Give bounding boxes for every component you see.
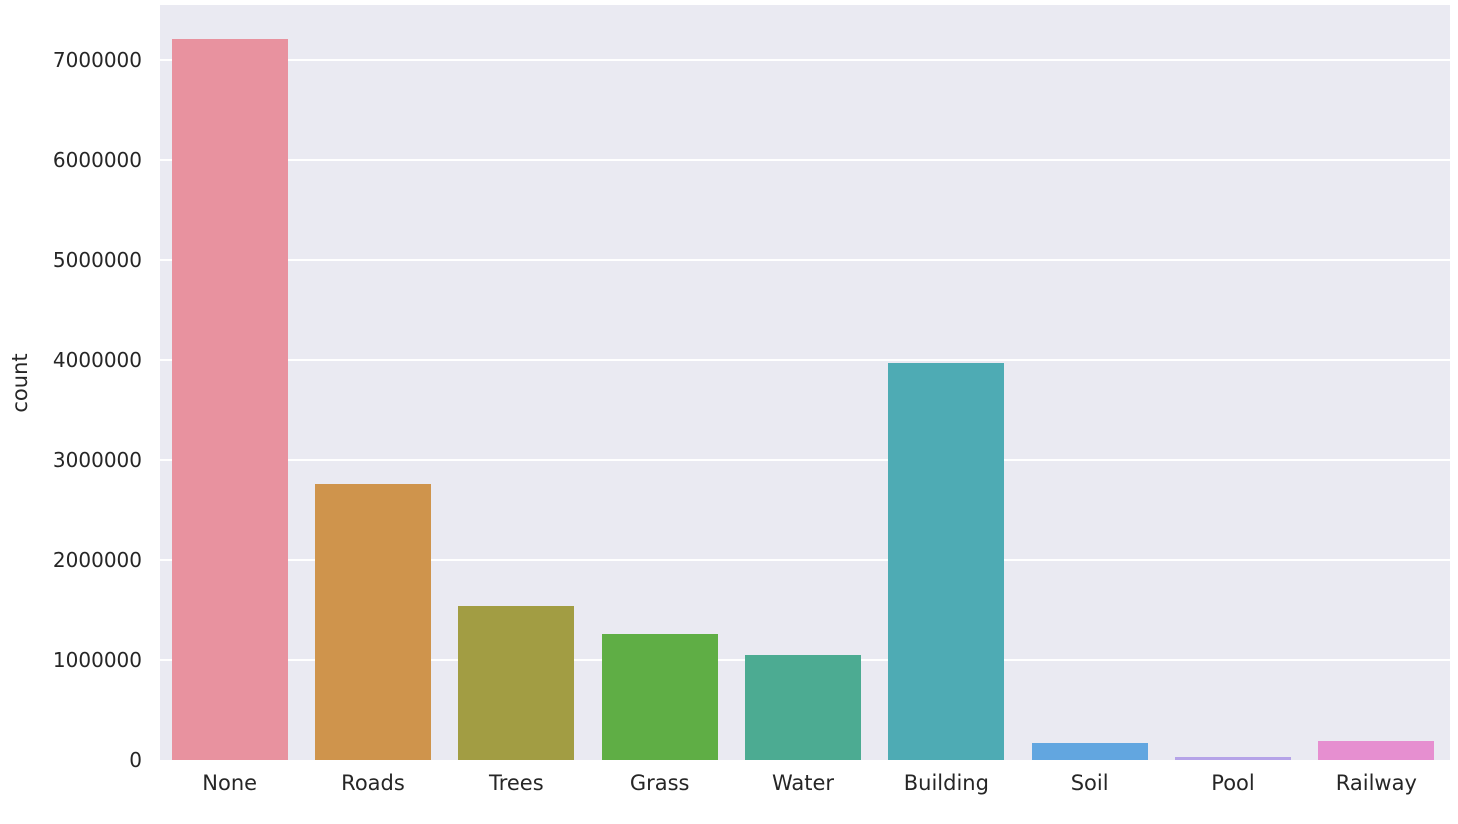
x-tick-label: Grass: [629, 771, 690, 795]
bar-railway: [1318, 741, 1435, 760]
x-tick-label: Pool: [1211, 771, 1255, 795]
x-tick-label: Roads: [341, 771, 405, 795]
y-tick-label: 4000000: [52, 348, 142, 372]
gridline: [160, 459, 1450, 461]
y-tick-label: 1000000: [52, 648, 142, 672]
x-tick-label: Trees: [488, 771, 544, 795]
x-tick-label: Water: [771, 771, 835, 795]
bar-soil: [1031, 743, 1148, 760]
y-tick-label: 3000000: [52, 448, 142, 472]
bar-building: [888, 363, 1005, 760]
y-tick-label: 0: [129, 748, 142, 772]
y-tick-label: 5000000: [52, 248, 142, 272]
plot-area: [160, 5, 1450, 760]
y-tick-label: 6000000: [52, 148, 142, 172]
bar-trees: [458, 606, 575, 760]
y-tick-label: 7000000: [52, 48, 142, 72]
x-tick-label: Railway: [1335, 771, 1417, 795]
x-tick-label: Soil: [1070, 771, 1109, 795]
gridline: [160, 59, 1450, 61]
gridline: [160, 259, 1450, 261]
gridline: [160, 359, 1450, 361]
gridline: [160, 559, 1450, 561]
y-tick-label: 2000000: [52, 548, 142, 572]
x-tick-label: Building: [903, 771, 989, 795]
bar-roads: [314, 484, 432, 760]
y-axis-label: count: [8, 353, 32, 413]
bar-none: [171, 39, 288, 760]
gridline: [160, 159, 1450, 161]
bar-pool: [1174, 757, 1292, 760]
x-tick-label: None: [202, 771, 258, 795]
bar-water: [744, 655, 862, 760]
bar-grass: [601, 634, 718, 760]
